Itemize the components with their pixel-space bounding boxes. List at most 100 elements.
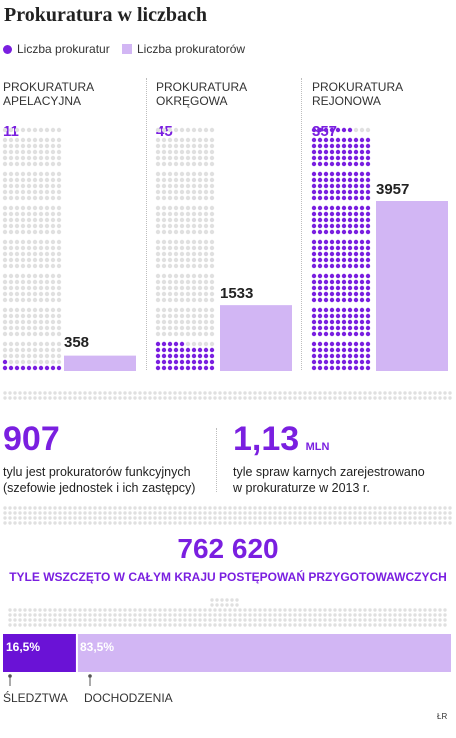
bracket-dot bbox=[438, 618, 442, 622]
separator-dot bbox=[363, 521, 367, 525]
placeholder-dot bbox=[203, 341, 209, 347]
prokuratura-dot bbox=[2, 365, 8, 371]
prokuratura-dot bbox=[353, 177, 359, 183]
placeholder-dot bbox=[173, 263, 179, 269]
placeholder-dot bbox=[161, 251, 167, 257]
prokuratura-dot bbox=[353, 239, 359, 245]
placeholder-dot bbox=[38, 291, 44, 297]
placeholder-dot bbox=[167, 161, 173, 167]
prokuratura-dot bbox=[365, 297, 371, 303]
placeholder-dot bbox=[8, 359, 14, 365]
placeholder-dot bbox=[20, 325, 26, 331]
separator-dot bbox=[323, 516, 327, 520]
placeholder-dot bbox=[56, 279, 62, 285]
placeholder-dot bbox=[209, 239, 215, 245]
separator-dot bbox=[403, 516, 407, 520]
placeholder-dot bbox=[191, 161, 197, 167]
placeholder-dot bbox=[197, 273, 203, 279]
separator-dot bbox=[178, 511, 182, 515]
bracket-dot bbox=[408, 623, 412, 627]
bracket-dot bbox=[238, 618, 242, 622]
prokuratura-dot bbox=[317, 217, 323, 223]
separator-dot bbox=[138, 506, 142, 510]
placeholder-dot bbox=[185, 189, 191, 195]
placeholder-dot bbox=[38, 143, 44, 149]
placeholder-dot bbox=[209, 195, 215, 201]
bracket-dot bbox=[93, 618, 97, 622]
bracket-dot bbox=[408, 608, 412, 612]
separator-dot bbox=[203, 521, 207, 525]
prokuratura-dot bbox=[365, 263, 371, 269]
prokuratura-dot bbox=[347, 325, 353, 331]
separator-dot bbox=[3, 396, 7, 400]
prokuratura-dot bbox=[329, 347, 335, 353]
separator-dot bbox=[343, 511, 347, 515]
placeholder-dot bbox=[191, 195, 197, 201]
prokuratura-dot bbox=[329, 239, 335, 245]
placeholder-dot bbox=[26, 307, 32, 313]
prokuratura-dot bbox=[347, 161, 353, 167]
bracket-dot bbox=[413, 608, 417, 612]
separator-dot bbox=[118, 521, 122, 525]
bracket-dot bbox=[18, 623, 22, 627]
separator-dot bbox=[248, 516, 252, 520]
bracket-dot bbox=[73, 608, 77, 612]
prokuratura-dot bbox=[335, 217, 341, 223]
placeholder-dot bbox=[20, 149, 26, 155]
bracket-dot bbox=[83, 613, 87, 617]
separator-dot bbox=[283, 521, 287, 525]
separator-dot bbox=[313, 396, 317, 400]
bracket-dot bbox=[318, 618, 322, 622]
placeholder-dot bbox=[209, 217, 215, 223]
bracket-dot bbox=[338, 618, 342, 622]
placeholder-dot bbox=[44, 143, 50, 149]
separator-dot bbox=[198, 391, 202, 395]
separator-dot bbox=[208, 511, 212, 515]
separator-dot bbox=[363, 516, 367, 520]
bracket-dot bbox=[228, 618, 232, 622]
placeholder-dot bbox=[167, 137, 173, 143]
prokuratura-dot bbox=[329, 279, 335, 285]
category-line1: PROKURATURA bbox=[3, 80, 95, 94]
prokuratura-dot bbox=[347, 365, 353, 371]
bracket-dot bbox=[303, 618, 307, 622]
separator-dot bbox=[233, 516, 237, 520]
separator-dot bbox=[18, 506, 22, 510]
bracket-dot bbox=[43, 608, 47, 612]
separator-dot bbox=[383, 511, 387, 515]
prokuratura-dot bbox=[347, 251, 353, 257]
bracket-dot bbox=[378, 623, 382, 627]
prokuratura-dot bbox=[353, 285, 359, 291]
placeholder-dot bbox=[161, 143, 167, 149]
separator-dot bbox=[243, 511, 247, 515]
prokuratura-dot bbox=[329, 127, 335, 133]
placeholder-dot bbox=[2, 297, 8, 303]
bracket-dot bbox=[363, 608, 367, 612]
placeholder-dot bbox=[44, 285, 50, 291]
placeholder-dot bbox=[179, 297, 185, 303]
separator-dot bbox=[293, 521, 297, 525]
bracket-dot bbox=[113, 608, 117, 612]
separator-dot bbox=[123, 521, 127, 525]
placeholder-dot bbox=[185, 127, 191, 133]
prokuratura-dot bbox=[365, 137, 371, 143]
bracket-dot bbox=[158, 618, 162, 622]
separator-dot bbox=[388, 521, 392, 525]
placeholder-dot bbox=[8, 161, 14, 167]
bracket-dot bbox=[233, 618, 237, 622]
prokuratura-dot bbox=[335, 137, 341, 143]
bracket-dot bbox=[48, 618, 52, 622]
placeholder-dot bbox=[167, 127, 173, 133]
placeholder-dot bbox=[167, 313, 173, 319]
placeholder-dot bbox=[2, 161, 8, 167]
separator-dot bbox=[393, 521, 397, 525]
prokuratura-dot bbox=[341, 331, 347, 337]
bracket-dot bbox=[143, 623, 147, 627]
placeholder-dot bbox=[26, 205, 32, 211]
separator-dot bbox=[228, 511, 232, 515]
prokuratura-dot bbox=[191, 365, 197, 371]
prokuratura-dot bbox=[317, 353, 323, 359]
placeholder-dot bbox=[38, 177, 44, 183]
bracket-dot bbox=[348, 608, 352, 612]
separator-dot bbox=[438, 516, 442, 520]
